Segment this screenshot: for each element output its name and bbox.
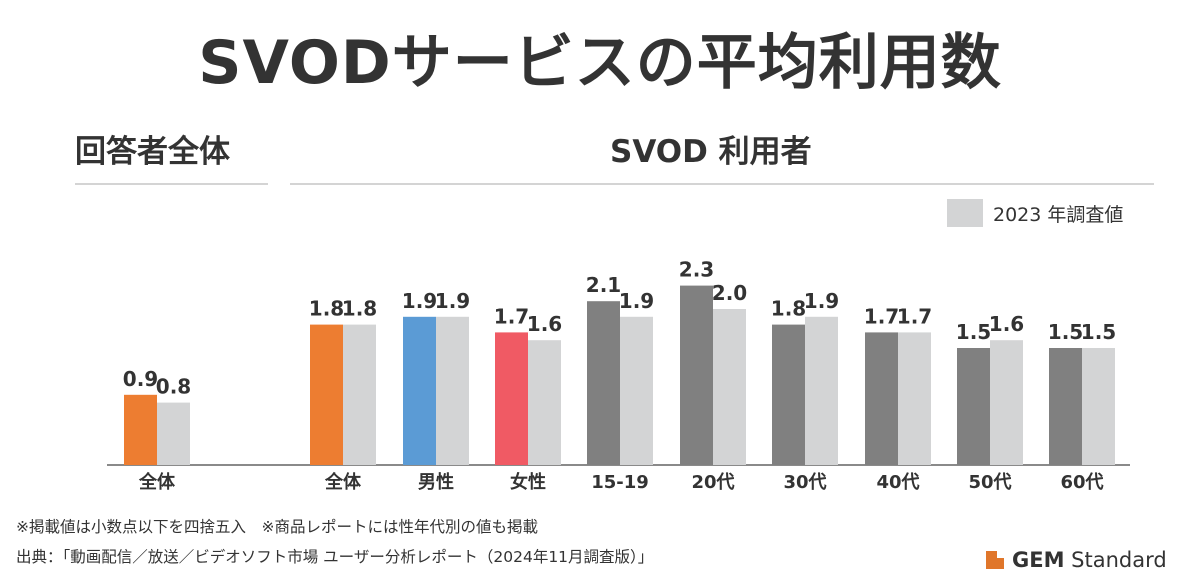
category-label-5: 20代 xyxy=(691,472,734,493)
value-label-prior-9: 1.5 xyxy=(1081,320,1116,344)
value-label-current-5: 2.3 xyxy=(679,258,714,282)
brand-mark-icon xyxy=(986,551,1004,569)
legend-label-2023: 2023 年調査値 xyxy=(993,203,1124,226)
value-label-prior-1: 1.8 xyxy=(342,297,377,321)
bar-prior-5 xyxy=(713,309,746,465)
note-source: 出典：「動画配信／放送／ビデオソフト市場 ユーザー分析レポート（2024年11月… xyxy=(16,548,654,566)
bar-prior-7 xyxy=(898,332,931,465)
value-label-prior-3: 1.6 xyxy=(527,312,562,336)
bar-current-8 xyxy=(957,348,990,465)
category-label-4: 15-19 xyxy=(591,472,649,493)
category-label-8: 50代 xyxy=(968,472,1011,493)
value-label-current-1: 1.8 xyxy=(309,297,344,321)
value-label-prior-7: 1.7 xyxy=(897,304,932,328)
category-label-6: 30代 xyxy=(783,472,826,493)
value-label-current-7: 1.7 xyxy=(864,304,899,328)
value-label-prior-8: 1.6 xyxy=(989,312,1024,336)
value-label-prior-6: 1.9 xyxy=(804,289,839,313)
value-label-current-3: 1.7 xyxy=(494,304,529,328)
section-title-all-respondents: 回答者全体 xyxy=(75,134,230,170)
chart-legend: 2023 年調査値 xyxy=(947,199,1123,227)
bar-prior-1 xyxy=(343,324,376,465)
category-label-7: 40代 xyxy=(876,472,919,493)
category-label-0: 全体 xyxy=(138,471,176,493)
bar-prior-8 xyxy=(990,340,1023,465)
bar-prior-3 xyxy=(528,340,561,465)
bar-current-0 xyxy=(124,394,157,465)
brand-name: GEM Standard xyxy=(1012,548,1167,572)
section-title-svod-users: SVOD 利用者 xyxy=(610,134,812,170)
value-label-prior-2: 1.9 xyxy=(435,289,470,313)
bar-prior-6 xyxy=(805,316,838,465)
bar-group: 0.90.8全体1.81.8全体1.91.9男性1.71.6女性2.11.915… xyxy=(123,258,1116,493)
category-label-3: 女性 xyxy=(510,471,546,493)
bar-current-2 xyxy=(403,316,436,465)
value-label-current-9: 1.5 xyxy=(1048,320,1083,344)
page-title: SVODサービスの平均利用数 xyxy=(198,28,1002,98)
brand-logo: GEM Standard xyxy=(986,548,1167,572)
value-label-current-6: 1.8 xyxy=(771,297,806,321)
bar-current-4 xyxy=(587,301,620,465)
bar-current-1 xyxy=(310,324,343,465)
bar-current-7 xyxy=(865,332,898,465)
bar-prior-4 xyxy=(620,316,653,465)
bar-prior-9 xyxy=(1082,348,1115,465)
bar-prior-2 xyxy=(436,316,469,465)
value-label-current-0: 0.9 xyxy=(123,367,158,391)
bar-current-3 xyxy=(495,332,528,465)
category-label-2: 男性 xyxy=(418,471,454,493)
bar-current-6 xyxy=(772,324,805,465)
bar-prior-0 xyxy=(157,402,190,465)
bar-current-9 xyxy=(1049,348,1082,465)
section-rule-right xyxy=(290,183,1154,185)
bar-current-5 xyxy=(680,285,713,465)
value-label-current-8: 1.5 xyxy=(956,320,991,344)
value-label-current-4: 2.1 xyxy=(586,273,621,297)
value-label-current-2: 1.9 xyxy=(402,289,437,313)
category-label-9: 60代 xyxy=(1060,472,1103,493)
value-label-prior-4: 1.9 xyxy=(619,289,654,313)
section-rule-left xyxy=(75,183,268,185)
note-rounding: ※掲載値は小数点以下を四捨五入 ※商品レポートには性年代別の値も掲載 xyxy=(16,518,538,536)
legend-swatch-2023 xyxy=(947,199,983,227)
category-label-1: 全体 xyxy=(324,471,362,493)
value-label-prior-5: 2.0 xyxy=(712,281,747,305)
value-label-prior-0: 0.8 xyxy=(156,375,191,399)
